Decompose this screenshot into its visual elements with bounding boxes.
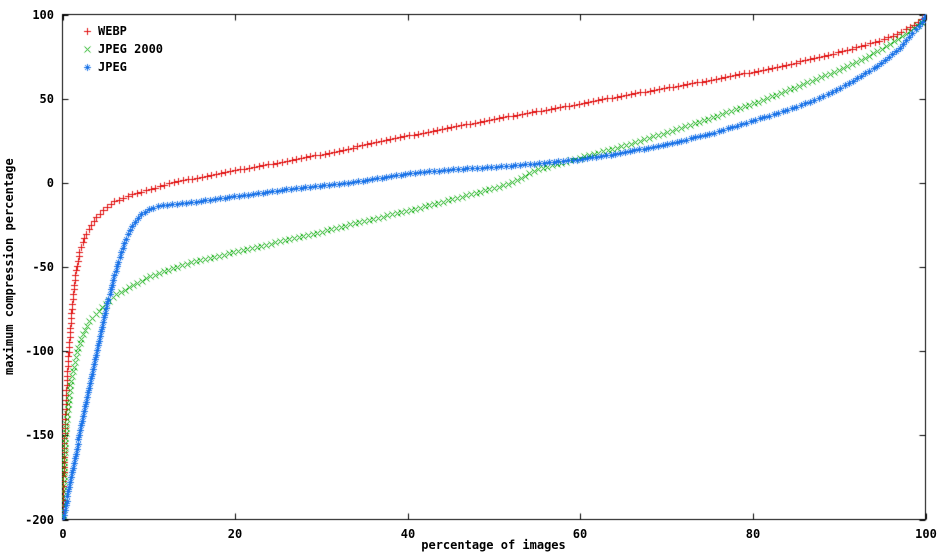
y-tick-label: -150 bbox=[25, 428, 54, 442]
y-tick-label: 0 bbox=[46, 176, 54, 190]
x-tick-label: 100 bbox=[915, 527, 937, 541]
legend-label: JPEG bbox=[98, 60, 127, 74]
legend: WEBP JPEG 2000 JPEG bbox=[98, 22, 163, 76]
x-axis-label: percentage of images bbox=[421, 538, 566, 552]
x-tick-label: 40 bbox=[400, 527, 416, 541]
x-tick-label: 20 bbox=[227, 527, 243, 541]
y-tick-label: 50 bbox=[39, 92, 54, 106]
y-tick-label: 100 bbox=[32, 8, 54, 22]
legend-item: JPEG 2000 bbox=[98, 40, 163, 58]
legend-label: JPEG 2000 bbox=[98, 42, 164, 56]
x-tick-label: 80 bbox=[745, 527, 761, 541]
y-tick-label: -50 bbox=[32, 260, 54, 274]
legend-item: WEBP bbox=[98, 22, 163, 40]
x-tick-label: 60 bbox=[572, 527, 588, 541]
legend-label: WEBP bbox=[98, 24, 127, 38]
y-tick-label: -100 bbox=[25, 344, 54, 358]
legend-item: JPEG bbox=[98, 58, 163, 76]
y-tick-label: -200 bbox=[25, 513, 54, 527]
x-tick-label: 0 bbox=[59, 527, 67, 541]
